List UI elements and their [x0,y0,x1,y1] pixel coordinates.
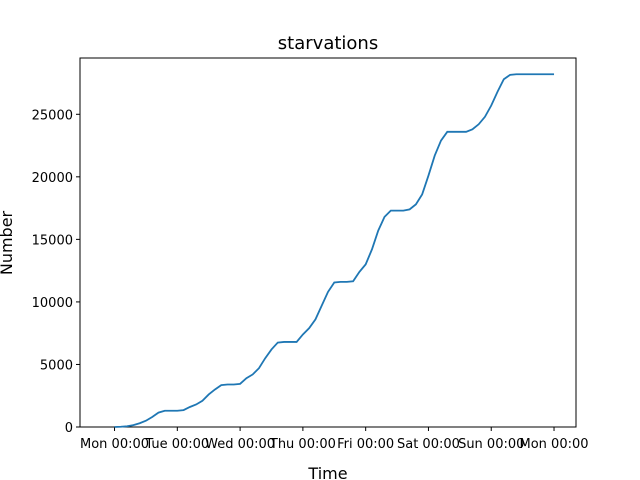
chart-title: starvations [278,33,378,54]
x-axis-title: Time [307,464,347,480]
y-tick-label: 25000 [32,108,73,123]
y-tick-label: 15000 [32,233,73,248]
x-tick-label: Wed 00:00 [205,437,275,452]
y-tick-label: 20000 [32,171,73,186]
y-tick-label: 0 [65,421,73,436]
x-tick-label: Sun 00:00 [458,437,524,452]
x-tick-label: Mon 00:00 [80,437,149,452]
y-tick-label: 5000 [40,358,73,373]
x-tick-label: Tue 00:00 [144,437,209,452]
x-tick-label: Sat 00:00 [397,437,460,452]
series-line-starvations [114,73,555,428]
plot-frame [79,57,577,428]
y-axis-title: Number [0,210,16,275]
x-tick-label: Thu 00:00 [269,437,336,452]
y-axis: 0 5000 10000 15000 20000 25000 [32,108,80,436]
x-tick-label: Mon 00:00 [520,437,589,452]
x-tick-label: Fri 00:00 [337,437,394,452]
y-tick-label: 10000 [32,296,73,311]
